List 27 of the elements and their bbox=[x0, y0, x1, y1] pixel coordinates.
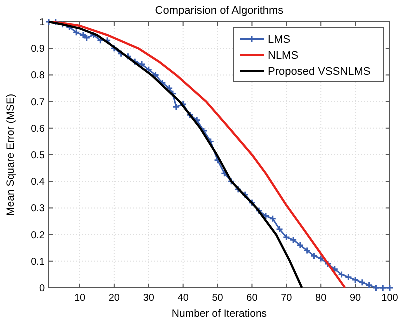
y-tick-label: 0.5 bbox=[31, 150, 46, 162]
y-tick-label: 0.1 bbox=[31, 256, 46, 268]
legend-label: NLMS bbox=[268, 50, 299, 62]
x-tick-label: 60 bbox=[246, 293, 258, 304]
x-tick-label: 20 bbox=[108, 293, 120, 304]
x-tick-label: 70 bbox=[281, 293, 293, 304]
x-tick-label: 10 bbox=[74, 293, 86, 304]
x-tick-label: 80 bbox=[316, 293, 328, 304]
y-tick-label: 0.2 bbox=[31, 230, 46, 242]
x-tick-label: 50 bbox=[212, 293, 224, 304]
x-axis-title: Number of Iterations bbox=[172, 308, 268, 320]
y-tick-label: 0 bbox=[39, 284, 46, 294]
y-tick-label: 0.6 bbox=[31, 124, 46, 135]
y-axis-title: Mean Square Error (MSE) bbox=[5, 94, 17, 216]
x-tick-label: 40 bbox=[178, 293, 190, 304]
legend-label: LMS bbox=[268, 34, 291, 46]
y-tick-label: 1 bbox=[39, 18, 46, 28]
chart-title: Comparision of Algorithms bbox=[155, 5, 284, 17]
x-tick-label: 100 bbox=[382, 293, 399, 304]
legend-label: Proposed VSSNLMS bbox=[268, 66, 371, 78]
y-tick-label: 0.3 bbox=[31, 204, 46, 215]
y-tick-label: 0.9 bbox=[31, 44, 46, 56]
x-tick-label: 90 bbox=[350, 293, 362, 304]
y-tick-label: 0.8 bbox=[31, 70, 46, 82]
x-tick-label: 30 bbox=[143, 293, 155, 304]
y-tick-label: 0.7 bbox=[31, 97, 46, 108]
y-tick-label: 0.4 bbox=[31, 177, 46, 188]
